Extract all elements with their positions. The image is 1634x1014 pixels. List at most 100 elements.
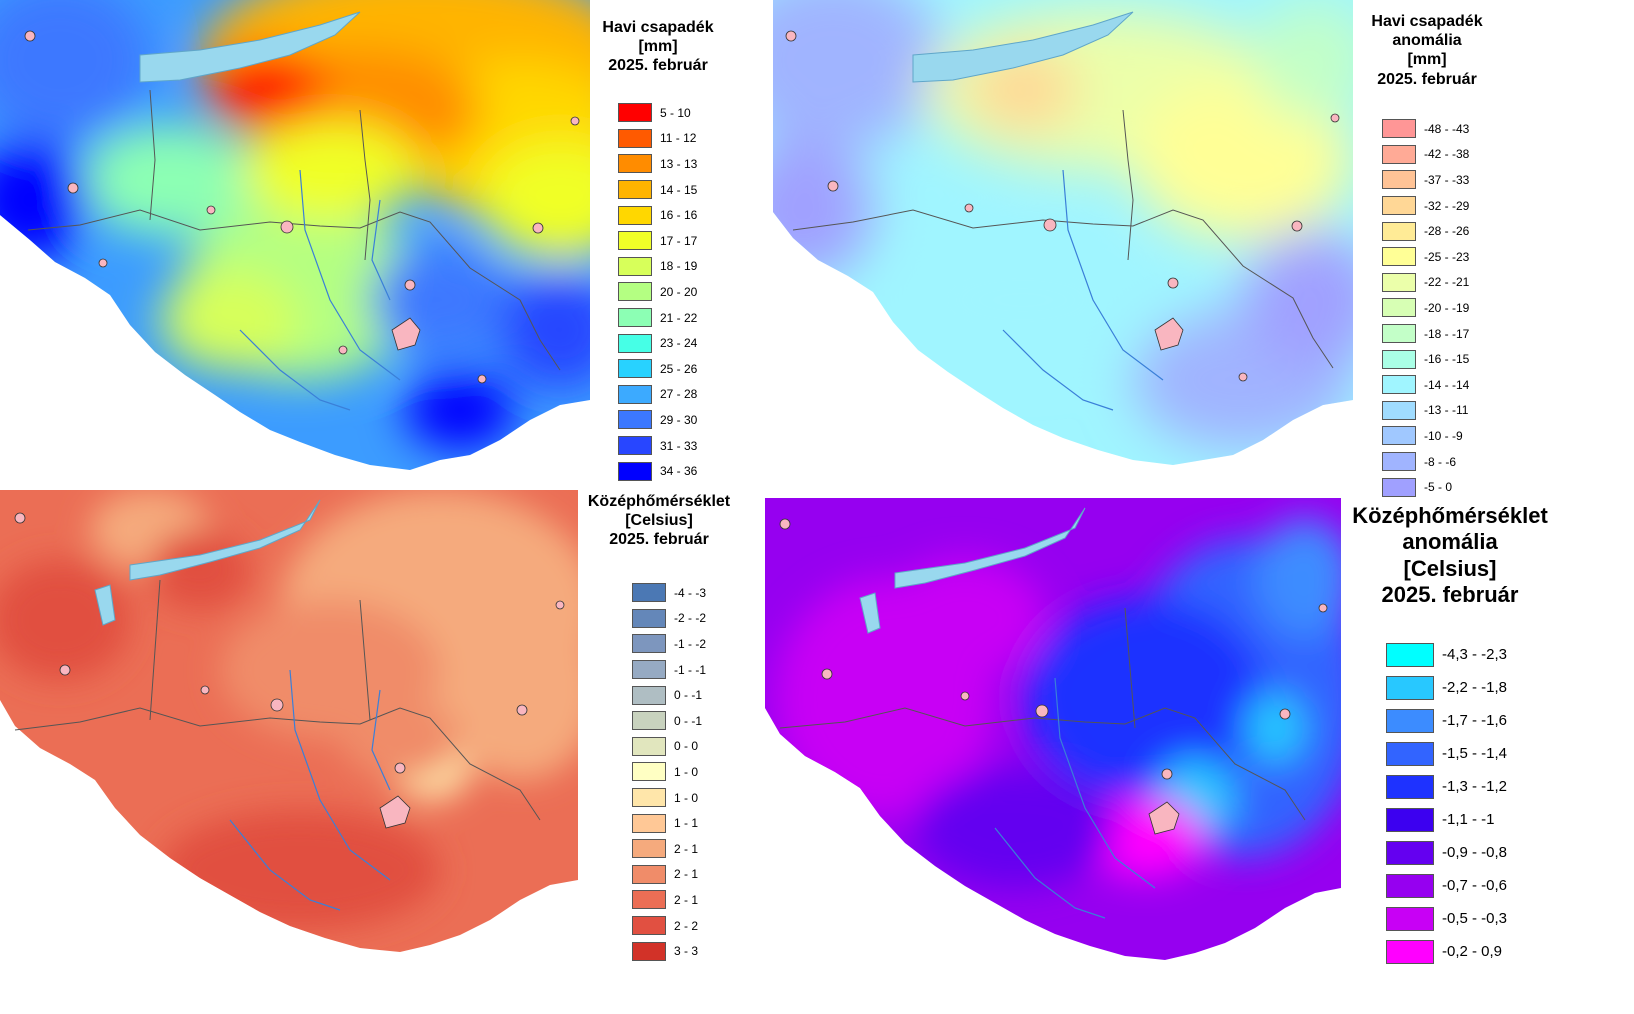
title-line: 2025. február [1377,70,1477,88]
county-borders [792,209,1334,369]
legend-swatch [632,711,666,731]
legend-label: -8 - -6 [1424,454,1457,469]
legend-item: 13 - 13 [618,151,697,177]
legend-label: -37 - -33 [1424,172,1470,187]
legend-item: -8 - -6 [1382,449,1469,475]
legend-swatch [618,205,652,225]
legend-item: -1,3 - -1,2 [1386,770,1507,803]
legend-label: -0,9 - -0,8 [1442,844,1508,861]
title-line: [Celsius] [625,512,693,530]
legend-swatch [618,436,652,456]
legend-swatch [1382,349,1416,369]
legend-swatch [618,103,652,123]
legend-swatch [1382,324,1416,344]
title-line: Havi csapadék [1371,13,1483,30]
legend-label: -16 - -15 [1424,352,1470,367]
map-title-temperature-anomaly: Középhőmérséklet anomália [Celsius] 2025. f… [1345,503,1555,609]
title-line: anomália [1392,32,1462,50]
legend-label: -10 - -9 [1424,428,1463,443]
legend-label: -25 - -23 [1424,249,1470,264]
title-line: 2025. február [608,57,708,75]
legend-item: -1,5 - -1,4 [1386,737,1507,770]
anomaly-field [773,0,1353,450]
legend-swatch [1382,221,1416,241]
settlements [24,30,580,384]
legend-label: 23 - 24 [660,336,698,351]
legend-label: 13 - 13 [660,156,698,171]
precip-field [0,0,590,450]
legend-label: -48 - -43 [1424,121,1470,136]
legend-label: 20 - 20 [660,284,698,299]
legend-label: 1 - 0 [674,790,699,805]
legend-swatch [618,180,652,200]
legend-item: -0,7 - -0,6 [1386,869,1507,902]
map-title-precipitation-anomaly: Havi csapadék anomália [mm] 2025. február [1363,12,1491,89]
legend-label: 5 - 10 [660,105,691,120]
legend-item: -1 - -2 [632,631,706,657]
legend-item: -25 - -23 [1382,244,1469,270]
map-precipitation-anomaly-svg [773,0,1353,465]
legend-item: -32 - -29 [1382,193,1469,219]
legend-label: -1,7 - -1,6 [1442,712,1508,729]
legend-item: -2,2 - -1,8 [1386,671,1507,704]
legend-item: 2 - 2 [632,913,706,939]
legend-swatch [632,634,666,654]
legend-label: 11 - 12 [660,131,697,146]
legend-label: 21 - 22 [660,310,698,325]
legend-swatch [632,941,666,961]
rivers [239,169,401,411]
legend-swatch [1382,426,1416,446]
legend-label: -4,3 - -2,3 [1442,646,1508,663]
legend-label: 2 - 1 [674,841,699,856]
legend-label: -4 - -3 [674,585,707,600]
legend-item: -18 - -17 [1382,321,1469,347]
legend-item: -20 - -19 [1382,295,1469,321]
legend-temperature-anomaly: -4,3 - -2,3 -2,2 - -1,8 -1,7 - -1,6 -1,5 - … [1386,638,1507,968]
legend-label: -18 - -17 [1424,326,1470,341]
legend-swatch [1386,774,1434,799]
legend-swatch [1382,196,1416,216]
legend-label: -32 - -29 [1424,198,1470,213]
legend-label: 2 - 1 [674,867,699,882]
settlements [779,518,1328,835]
legend-label: -20 - -19 [1424,300,1470,315]
legend-label: -2,2 - -1,8 [1442,679,1508,696]
title-line: [mm] [638,38,678,56]
legend-swatch [618,282,652,302]
legend-item: -42 - -38 [1382,142,1469,168]
title-line: [Celsius] [1403,555,1497,581]
rivers [1002,169,1164,411]
legend-swatch [632,685,666,705]
legend-label: -1,3 - -1,2 [1442,778,1508,795]
legend-item: -48 - -43 [1382,116,1469,142]
map-title-precipitation: Havi csapadék [mm] 2025. február [596,18,720,76]
legend-label: 25 - 26 [660,361,698,376]
legend-item: 31 - 33 [618,433,697,459]
legend-swatch [1382,119,1416,139]
legend-item: 18 - 19 [618,254,697,280]
legend-label: -0,5 - -0,3 [1442,910,1508,927]
legend-item: 25 - 26 [618,356,697,382]
county-borders [14,707,541,821]
legend-swatch [618,256,652,276]
legend-swatch [1386,840,1434,865]
legend-swatch [1386,741,1434,766]
county-borders [779,707,1306,821]
legend-swatch [632,762,666,782]
legend-item: 27 - 28 [618,382,697,408]
legend-swatch [632,660,666,680]
legend-label: 16 - 16 [660,208,698,223]
legend-label: -42 - -38 [1424,147,1470,162]
legend-item: -4 - -3 [632,580,706,606]
legend-item: 3 - 3 [632,938,706,964]
legend-label: -1 - -1 [674,662,707,677]
map-mean-temperature-svg [0,490,578,952]
legend-label: 2 - 2 [674,918,699,933]
legend-item: -14 - -14 [1382,372,1469,398]
legend-swatch [632,788,666,808]
legend-swatch [618,128,652,148]
legend-label: -1,5 - -1,4 [1442,745,1508,762]
lake [894,507,1086,589]
legend-item: 0 - -1 [632,708,706,734]
legend-swatch [1382,170,1416,190]
